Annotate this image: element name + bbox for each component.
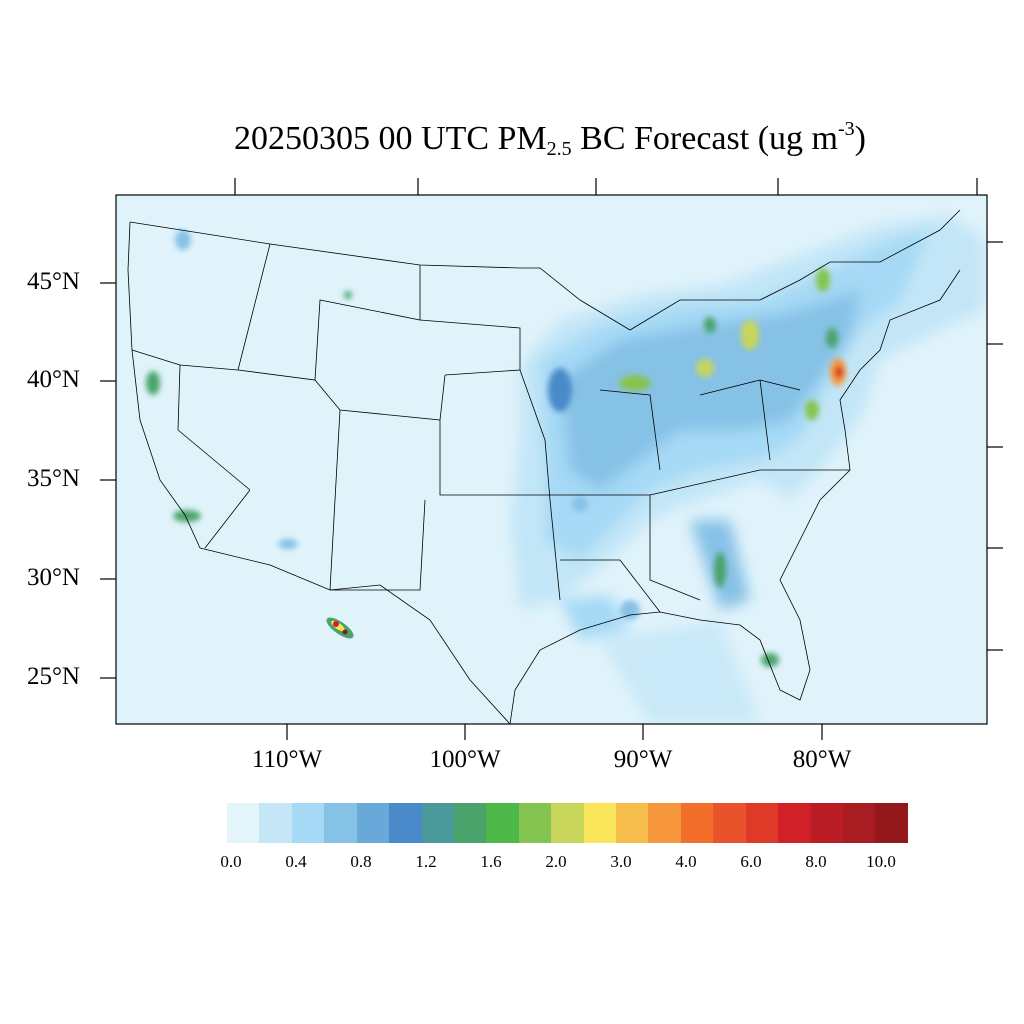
- gulf-coast: [509, 269, 961, 724]
- lon-label-80w: 80°W: [792, 746, 852, 773]
- colorbar-swatch: [875, 803, 908, 843]
- colorbar-swatch: [518, 803, 552, 843]
- ticks: [100, 178, 1003, 740]
- colorbar-label: 0.4: [285, 852, 307, 871]
- colorbar-swatch: [648, 803, 681, 843]
- colorbar-label: 0.0: [220, 852, 242, 871]
- lat-label-35n: 35°N: [26, 465, 80, 492]
- concentration-field: [510, 215, 985, 724]
- map-frame: [115, 194, 988, 725]
- colorbar-swatch: [421, 803, 454, 843]
- colorbar-label: 1.6: [480, 852, 502, 871]
- map-title: 20250305 00 UTC PM2.5 BC Forecast (ug m-…: [234, 118, 866, 160]
- lon-label-100w: 100°W: [429, 746, 501, 773]
- colorbar-label: 10.0: [866, 852, 896, 871]
- colorbar-swatch: [389, 803, 422, 843]
- lon-label-110w: 110°W: [251, 746, 323, 773]
- colorbar-swatch: [259, 803, 292, 843]
- us-canada-border: [129, 209, 961, 331]
- borders: [127, 209, 961, 724]
- colorbar-label: 3.0: [610, 852, 632, 871]
- colorbar-swatch: [810, 803, 844, 843]
- colorbar-swatch: [680, 803, 714, 843]
- colorbar-label: 2.0: [545, 852, 567, 871]
- us-mexico-border: [199, 547, 511, 724]
- colorbar-swatch: [227, 803, 260, 843]
- colorbar-swatch: [843, 803, 876, 843]
- colorbar: [227, 803, 908, 843]
- lat-label-30n: 30°N: [26, 564, 80, 591]
- colorbar-swatch: [356, 803, 390, 843]
- state-lines: [131, 243, 850, 613]
- colorbar-swatch: [616, 803, 649, 843]
- colorbar-swatch: [583, 803, 617, 843]
- lat-label-45n: 45°N: [26, 268, 80, 295]
- colorbar-swatch: [453, 803, 487, 843]
- colorbar-label: 6.0: [740, 852, 762, 871]
- west-coast: [127, 221, 201, 549]
- colorbar-swatch: [778, 803, 811, 843]
- concentration-hotspots: [146, 230, 846, 667]
- colorbar-swatch: [713, 803, 746, 843]
- colorbar-label: 8.0: [805, 852, 827, 871]
- colorbar-swatch: [551, 803, 584, 843]
- fire-plume: [326, 617, 354, 639]
- lat-label-25n: 25°N: [26, 663, 80, 690]
- colorbar-swatch: [486, 803, 519, 843]
- colorbar-label: 1.2: [415, 852, 437, 871]
- colorbar-label: 0.8: [350, 852, 372, 871]
- colorbar-swatch: [324, 803, 357, 843]
- lon-label-90w: 90°W: [613, 746, 673, 773]
- colorbar-swatch: [745, 803, 779, 843]
- colorbar-label: 4.0: [675, 852, 697, 871]
- lat-label-40n: 40°N: [26, 366, 80, 393]
- colorbar-swatch: [291, 803, 325, 843]
